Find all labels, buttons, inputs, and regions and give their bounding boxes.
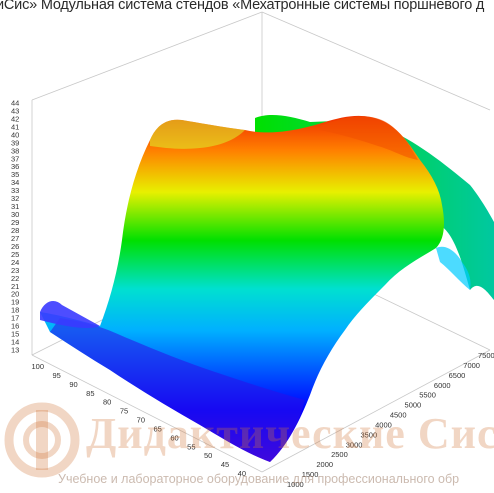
surface-front-spike	[40, 300, 100, 328]
y-axis-ticks: 1000150020002500300035004000450050005500…	[287, 351, 494, 489]
company-name-watermark: Дидактические Систе	[86, 409, 494, 458]
x-tick-label: 60	[170, 433, 178, 442]
company-tagline-watermark: Учебное и лабораторное оборудование для …	[58, 472, 460, 486]
x-tick-label: 50	[204, 451, 212, 460]
z-tick-label: 15	[11, 330, 19, 339]
x-tick-label: 55	[187, 442, 195, 451]
x-tick-label: 100	[31, 362, 44, 371]
y-tick-label: 5500	[419, 391, 436, 400]
z-tick-label: 17	[11, 314, 19, 323]
z-tick-label: 31	[11, 202, 19, 211]
z-tick-label: 14	[11, 338, 19, 347]
y-tick-label: 6000	[434, 381, 451, 390]
surface-right-valley	[436, 246, 471, 290]
z-tick-label: 38	[11, 146, 19, 155]
y-tick-label: 3500	[360, 430, 377, 439]
x-axis-line	[31, 354, 263, 473]
z-tick-label: 39	[11, 138, 19, 147]
y-tick-label: 6500	[449, 371, 466, 380]
z-axis-ticks: 1314151617181920212223242526272829303132…	[11, 99, 19, 355]
x-tick-label: 65	[153, 424, 161, 433]
z-tick-label: 41	[11, 122, 19, 131]
x-axis-ticks: 100 95 90 85 80 75 70 65 60 55 50 45 40	[31, 362, 246, 478]
x-tick-label: 45	[221, 460, 229, 469]
z-tick-label: 23	[11, 266, 19, 275]
z-tick-label: 18	[11, 306, 19, 315]
z-tick-label: 24	[11, 258, 19, 267]
y-tick-label: 7000	[463, 361, 480, 370]
surface-ridge-highlight	[320, 116, 418, 160]
y-tick-label: 1500	[302, 470, 319, 479]
y-tick-label: 7500	[478, 351, 494, 360]
z-tick-label: 28	[11, 226, 19, 235]
x-tick-label: 90	[69, 380, 77, 389]
z-tick-label: 34	[11, 178, 19, 187]
x-tick-label: 95	[52, 371, 60, 380]
z-tick-label: 20	[11, 290, 19, 299]
z-tick-label: 40	[11, 130, 19, 139]
x-tick-label: 85	[86, 389, 94, 398]
z-tick-label: 44	[11, 99, 19, 108]
z-tick-label: 42	[11, 114, 19, 123]
z-tick-label: 22	[11, 274, 19, 283]
z-tick-label: 19	[11, 298, 19, 307]
z-tick-label: 37	[11, 154, 19, 163]
x-tick-label: 40	[238, 469, 246, 478]
y-tick-label: 4500	[390, 411, 407, 420]
y-tick-label: 2500	[331, 450, 348, 459]
page-header-text: иСис» Модульная система стендов «Мехатро…	[0, 0, 485, 13]
y-tick-label: 5000	[405, 401, 422, 410]
z-tick-label: 25	[11, 250, 19, 259]
z-tick-label: 21	[11, 282, 19, 291]
z-tick-label: 32	[11, 194, 19, 203]
company-logo-watermark	[4, 402, 80, 478]
y-tick-label: 4000	[375, 420, 392, 429]
z-tick-label: 33	[11, 186, 19, 195]
z-tick-label: 35	[11, 170, 19, 179]
z-tick-label: 36	[11, 162, 19, 171]
z-tick-label: 16	[11, 322, 19, 331]
surface-left-ridge	[150, 119, 245, 149]
x-tick-label: 75	[120, 407, 128, 416]
y-axis-line	[261, 349, 491, 473]
x-tick-label: 80	[103, 398, 111, 407]
z-tick-label: 26	[11, 242, 19, 251]
z-tick-label: 29	[11, 218, 19, 227]
y-tick-label: 1000	[287, 480, 304, 489]
z-tick-label: 27	[11, 234, 19, 243]
surface-mesh	[40, 115, 494, 462]
z-tick-label: 13	[11, 346, 19, 355]
y-tick-label: 2000	[316, 460, 333, 469]
y-tick-label: 3000	[346, 440, 363, 449]
z-tick-label: 43	[11, 106, 19, 115]
surface-front-valley	[50, 318, 305, 462]
back-edge-right	[261, 11, 491, 111]
x-tick-label: 70	[137, 416, 145, 425]
back-edge-left	[31, 11, 263, 101]
z-tick-label: 30	[11, 210, 19, 219]
